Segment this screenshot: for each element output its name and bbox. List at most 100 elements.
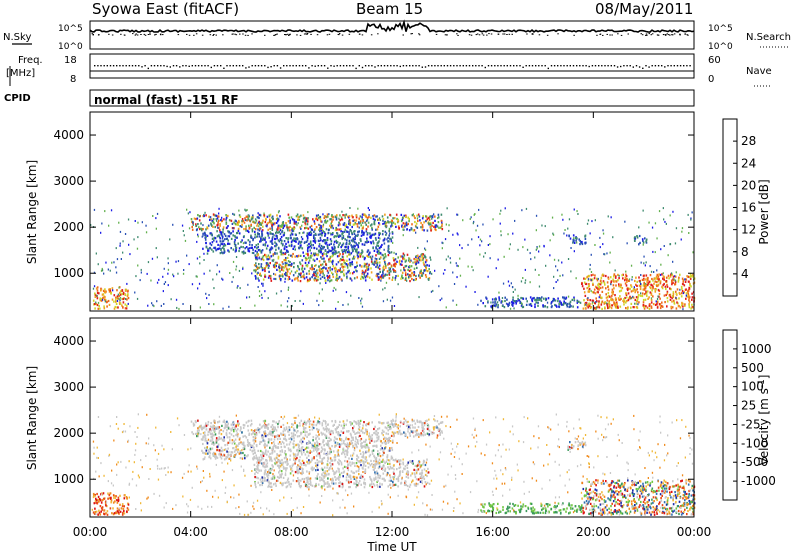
range-gate-cell xyxy=(381,429,384,432)
range-gate-cell xyxy=(316,440,318,443)
range-gate-cell xyxy=(213,222,215,225)
range-gate-cell xyxy=(415,225,417,228)
range-gate-cell xyxy=(257,222,259,225)
range-gate-cell xyxy=(388,449,391,452)
range-gate-cell xyxy=(499,222,501,225)
range-gate-cell xyxy=(344,251,347,254)
range-gate-cell xyxy=(214,237,217,240)
nsearch-dot xyxy=(242,33,244,35)
nsearch-tick-top: 10^5 xyxy=(708,24,733,34)
range-gate-cell xyxy=(258,290,261,293)
nave-dot xyxy=(248,66,250,68)
range-gate-cell xyxy=(248,250,251,253)
range-gate-cell xyxy=(256,258,258,261)
range-gate-cell xyxy=(328,213,330,216)
range-gate-cell xyxy=(333,249,336,252)
range-gate-cell xyxy=(387,424,390,427)
freq-unit-label: [MHz] xyxy=(6,68,35,79)
range-gate-cell xyxy=(335,288,337,291)
range-gate-cell xyxy=(415,255,417,257)
range-gate-cell xyxy=(213,239,215,242)
range-gate-cell xyxy=(402,256,405,259)
range-gate-cell xyxy=(520,296,522,300)
range-gate-cell xyxy=(281,449,283,452)
range-gate-cell xyxy=(644,264,646,267)
range-gate-cell xyxy=(335,241,338,244)
range-gate-cell xyxy=(339,444,342,447)
nsearch-dot xyxy=(508,33,511,35)
range-gate-cell xyxy=(233,213,236,216)
range-gate-cell xyxy=(374,425,376,428)
range-gate-cell xyxy=(388,269,391,272)
range-gate-cell xyxy=(211,248,213,251)
range-gate-cell xyxy=(229,439,231,442)
range-gate-cell xyxy=(319,249,322,252)
range-gate-cell xyxy=(420,272,423,275)
range-gate-cell xyxy=(205,214,207,217)
range-gate-cell xyxy=(316,447,318,450)
range-gate-cell xyxy=(312,426,315,430)
range-gate-cell xyxy=(407,268,409,271)
range-gate-cell xyxy=(353,256,356,259)
range-gate-cell xyxy=(163,303,165,305)
nsearch-dot xyxy=(684,33,686,35)
range-gate-cell xyxy=(581,240,583,244)
range-gate-cell xyxy=(388,271,391,274)
range-gate-cell xyxy=(627,292,630,295)
freq-tick-top: 18 xyxy=(64,55,77,66)
range-gate-cell xyxy=(383,256,386,259)
range-gate-cell xyxy=(238,221,241,224)
range-gate-cell xyxy=(594,244,596,246)
range-gate-cell xyxy=(322,299,324,302)
range-gate-cell xyxy=(495,303,497,306)
range-gate-cell xyxy=(612,278,614,281)
range-gate-cell xyxy=(271,224,273,227)
range-gate-cell xyxy=(487,300,489,303)
range-gate-cell xyxy=(257,253,260,256)
range-gate-cell xyxy=(210,436,213,439)
range-gate-cell xyxy=(121,297,123,301)
range-gate-cell xyxy=(357,424,360,427)
range-gate-cell xyxy=(364,256,366,260)
range-gate-cell xyxy=(592,301,594,304)
range-gate-cell xyxy=(588,304,591,307)
range-gate-cell xyxy=(230,429,232,432)
range-gate-cell xyxy=(99,297,102,300)
range-gate-cell xyxy=(404,260,407,263)
range-gate-cell xyxy=(636,280,638,283)
range-gate-cell xyxy=(329,266,331,269)
range-gate-cell xyxy=(286,458,288,461)
range-gate-cell xyxy=(349,261,351,264)
range-gate-cell xyxy=(382,270,384,273)
range-gate-cell xyxy=(642,239,644,242)
range-gate-cell xyxy=(360,299,362,302)
range-gate-cell xyxy=(324,221,326,224)
range-gate-cell xyxy=(196,432,198,435)
range-gate-cell xyxy=(347,215,349,218)
cpid-panel-frame xyxy=(89,89,695,107)
range-gate-cell xyxy=(301,237,304,241)
range-gate-cell xyxy=(373,454,375,457)
range-gate-cell xyxy=(498,299,501,302)
range-gate-cell xyxy=(205,292,207,295)
range-gate-cell xyxy=(426,264,428,267)
range-gate-cell xyxy=(328,446,331,449)
range-gate-cell xyxy=(279,215,281,218)
range-gate-cell xyxy=(265,432,267,435)
range-gate-cell xyxy=(97,301,100,304)
range-gate-cell xyxy=(672,281,674,284)
range-gate-cell xyxy=(252,214,254,217)
range-gate-cell xyxy=(288,426,291,430)
range-gate-cell xyxy=(607,215,609,218)
range-gate-cell xyxy=(293,220,296,223)
range-gate-cell xyxy=(210,222,212,225)
range-gate-cell xyxy=(670,307,673,310)
range-gate-cell xyxy=(359,220,362,223)
range-gate-cell xyxy=(367,221,370,224)
range-gate-cell xyxy=(479,253,481,256)
range-gate-cell xyxy=(258,431,261,434)
range-gate-cell xyxy=(308,423,311,426)
range-gate-cell xyxy=(355,216,358,219)
range-gate-cell xyxy=(362,227,364,230)
range-gate-cell xyxy=(219,244,221,247)
